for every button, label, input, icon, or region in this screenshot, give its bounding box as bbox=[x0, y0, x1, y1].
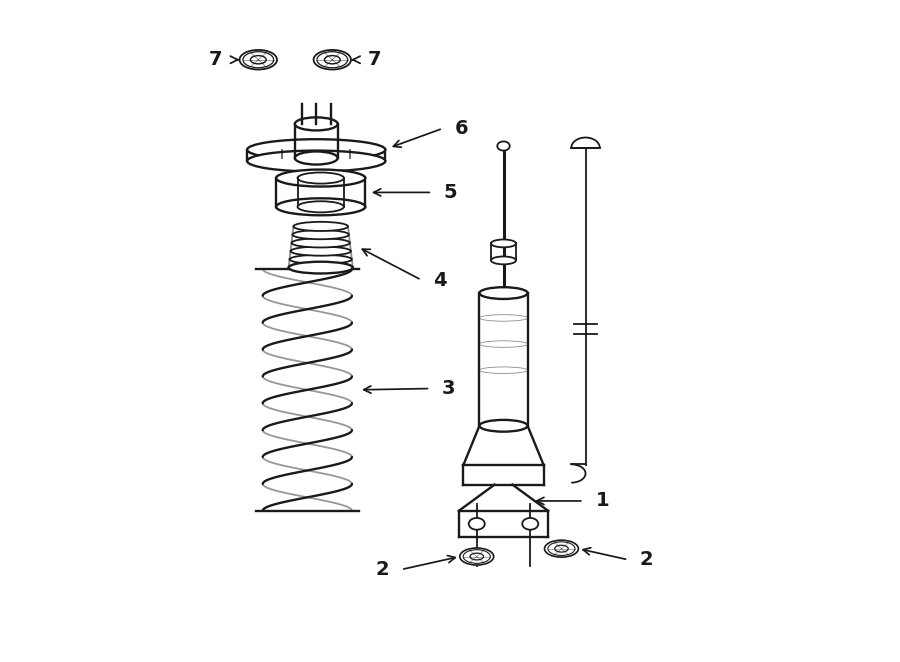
Ellipse shape bbox=[498, 142, 509, 150]
Ellipse shape bbox=[491, 256, 516, 264]
Wedge shape bbox=[572, 138, 599, 148]
Ellipse shape bbox=[313, 50, 351, 70]
Text: 2: 2 bbox=[375, 560, 390, 579]
Ellipse shape bbox=[460, 548, 494, 565]
Text: 1: 1 bbox=[595, 491, 609, 510]
Ellipse shape bbox=[480, 341, 527, 348]
Ellipse shape bbox=[248, 139, 385, 160]
Ellipse shape bbox=[295, 117, 338, 130]
Ellipse shape bbox=[298, 173, 344, 183]
Ellipse shape bbox=[480, 314, 527, 321]
Ellipse shape bbox=[548, 542, 575, 555]
Text: 4: 4 bbox=[433, 271, 446, 289]
Ellipse shape bbox=[276, 199, 365, 215]
Text: 5: 5 bbox=[444, 183, 457, 202]
Ellipse shape bbox=[544, 540, 579, 557]
Ellipse shape bbox=[480, 287, 527, 299]
Ellipse shape bbox=[295, 152, 338, 165]
Ellipse shape bbox=[317, 52, 347, 68]
Ellipse shape bbox=[290, 255, 352, 264]
Ellipse shape bbox=[289, 263, 353, 272]
Circle shape bbox=[469, 518, 485, 530]
Ellipse shape bbox=[248, 150, 385, 171]
Ellipse shape bbox=[292, 230, 349, 239]
Ellipse shape bbox=[239, 50, 277, 70]
Ellipse shape bbox=[293, 222, 348, 231]
Circle shape bbox=[522, 518, 538, 530]
Ellipse shape bbox=[554, 545, 568, 552]
Ellipse shape bbox=[470, 553, 483, 560]
Ellipse shape bbox=[298, 201, 344, 213]
Text: 7: 7 bbox=[209, 50, 222, 70]
Ellipse shape bbox=[250, 56, 266, 64]
Ellipse shape bbox=[243, 52, 274, 68]
Text: 2: 2 bbox=[640, 550, 653, 569]
Text: 3: 3 bbox=[442, 379, 455, 398]
Ellipse shape bbox=[464, 549, 490, 563]
Ellipse shape bbox=[480, 420, 527, 432]
Text: 6: 6 bbox=[454, 119, 468, 138]
Ellipse shape bbox=[292, 238, 350, 248]
Ellipse shape bbox=[491, 240, 516, 248]
Ellipse shape bbox=[291, 246, 351, 256]
Ellipse shape bbox=[480, 367, 527, 373]
Ellipse shape bbox=[324, 56, 340, 64]
Ellipse shape bbox=[276, 169, 365, 187]
Ellipse shape bbox=[289, 261, 353, 273]
Text: 7: 7 bbox=[368, 50, 382, 70]
